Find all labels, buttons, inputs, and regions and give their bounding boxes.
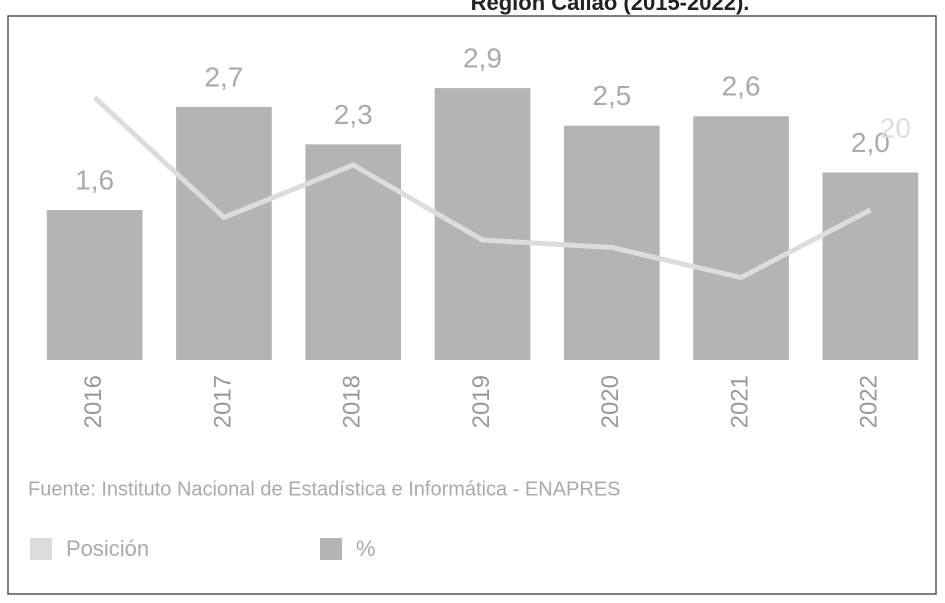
- x-tick-label: 2021: [726, 375, 753, 428]
- bar-value-label: 1,6: [75, 164, 114, 195]
- bar: [434, 88, 531, 360]
- x-tick-label: 2018: [339, 375, 366, 428]
- x-tick-label: 2020: [597, 375, 624, 428]
- frame: [7, 15, 937, 595]
- bar-value-label: 2,3: [334, 99, 373, 130]
- bar: [693, 116, 789, 360]
- x-tick-label: 2016: [80, 375, 107, 428]
- bar-value-label: 2,7: [204, 61, 243, 92]
- legend-swatch: [30, 538, 52, 560]
- source: Fuente: Instituto Nacional de Estadístic…: [28, 478, 621, 500]
- x-tick-label: 2019: [468, 375, 495, 428]
- line: [92, 95, 872, 281]
- x-tick-label: 2022: [856, 375, 883, 428]
- bar-value-label: 2,9: [463, 43, 502, 74]
- bar: [46, 210, 143, 360]
- legend-label: %: [356, 536, 376, 561]
- bar: [822, 172, 919, 360]
- chart-title: Región Callao (2015-2022).: [471, 0, 750, 15]
- bar-value-label: 2,5: [592, 80, 631, 111]
- bar-value-label: 2,6: [722, 71, 761, 102]
- x-tick-label: 2017: [209, 375, 236, 428]
- bar: [176, 106, 272, 360]
- bar-value-label: 2,0: [851, 127, 890, 158]
- legend-swatch: [320, 538, 342, 560]
- legend-label: Posición: [66, 536, 149, 561]
- line-value-label: 20: [880, 112, 911, 143]
- bar: [563, 125, 660, 360]
